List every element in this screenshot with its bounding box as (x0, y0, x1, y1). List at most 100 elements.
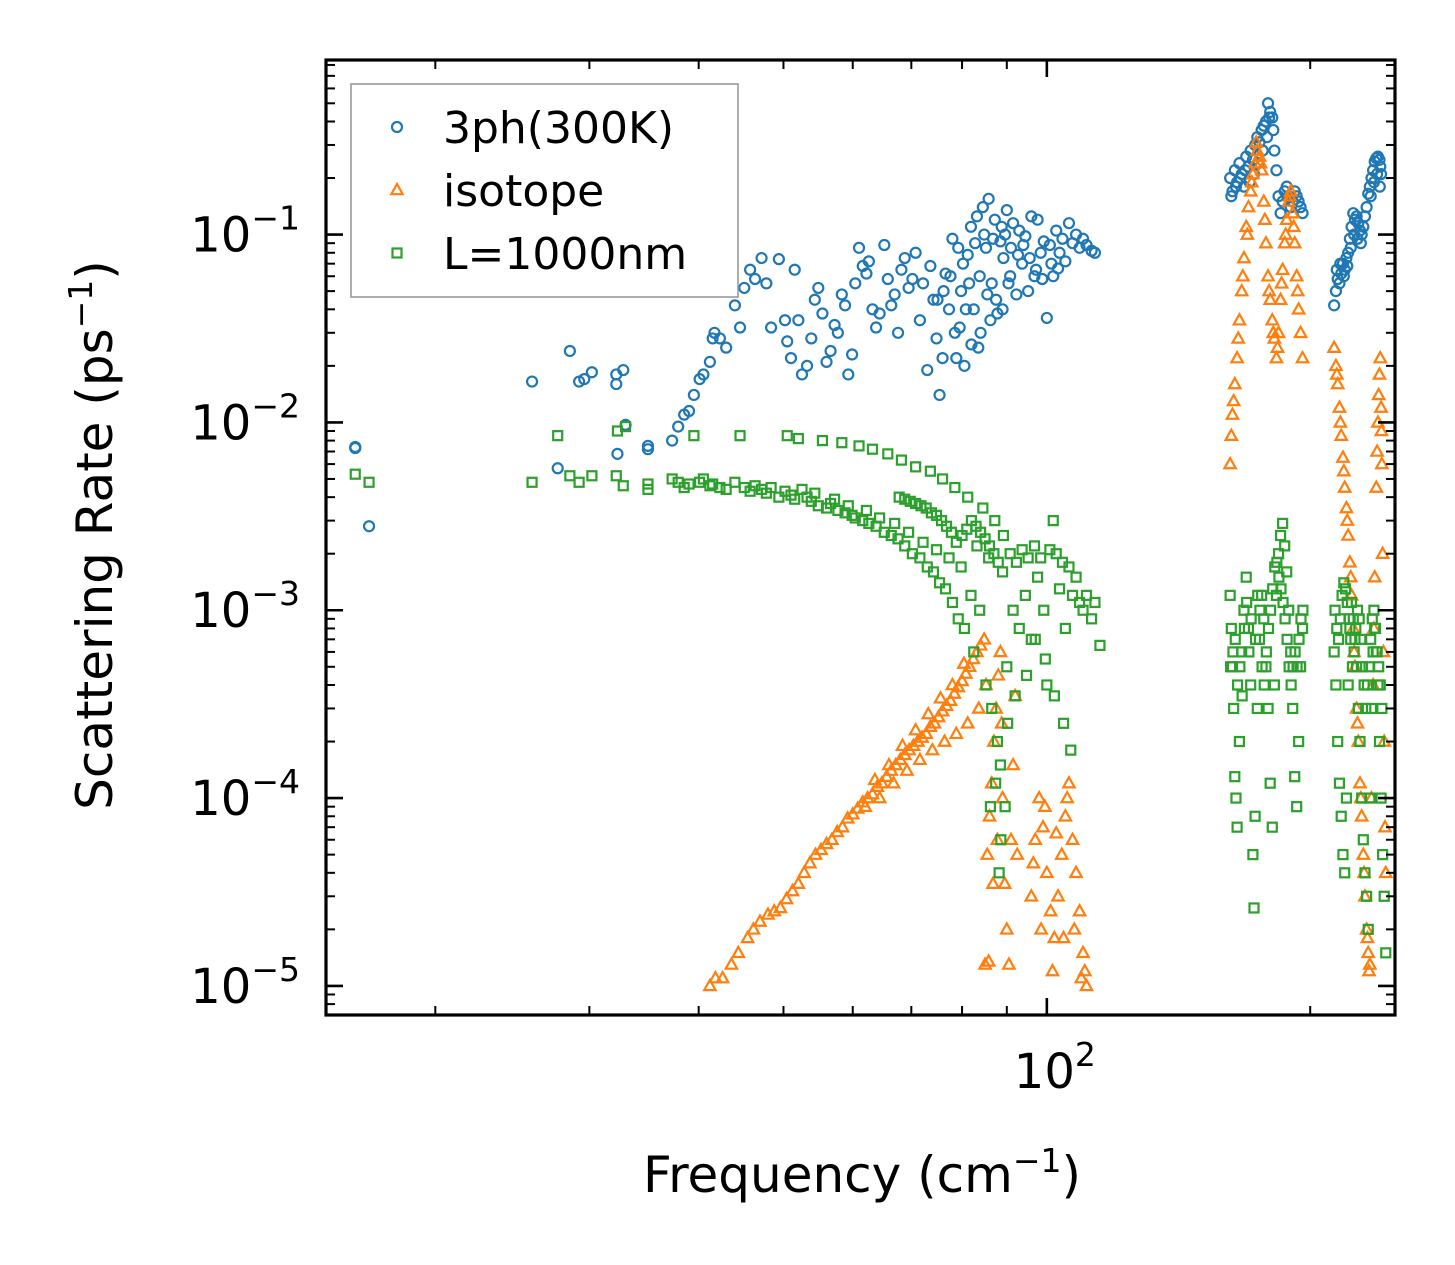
point-triangle (885, 774, 902, 789)
point-triangle (944, 676, 961, 691)
point-triangle (860, 789, 876, 804)
point-circle (959, 303, 972, 316)
point-triangle (1367, 568, 1383, 583)
point-triangle (999, 921, 1015, 935)
point-square (1341, 596, 1353, 609)
point-square (1338, 577, 1350, 589)
point-triangle (1355, 846, 1371, 860)
point-circle (1062, 217, 1076, 230)
y-tick-label: 10−2 (190, 386, 300, 451)
point-square (1274, 529, 1287, 542)
point-triangle (1005, 756, 1021, 771)
point-square (949, 481, 961, 494)
point-square (984, 801, 997, 813)
point-square (1225, 622, 1237, 635)
point-triangle (1278, 226, 1294, 240)
point-circle (778, 314, 792, 327)
point-triangle (1339, 512, 1355, 526)
point-triangle (1229, 349, 1245, 364)
point-triangle (958, 665, 974, 679)
legend-label: 3ph(300K) (443, 103, 674, 154)
point-circle (1004, 241, 1018, 254)
legend-marker-square (391, 247, 403, 259)
point-circle (895, 263, 908, 276)
point-square (1059, 622, 1071, 635)
point-square (1339, 583, 1352, 595)
point-square (1234, 661, 1246, 673)
point-square (1271, 556, 1283, 568)
point-circle (970, 210, 984, 223)
point-square (961, 523, 973, 535)
series-2 (702, 134, 1394, 992)
point-circle (852, 241, 866, 254)
point-circle (1029, 263, 1043, 276)
point-triangle (1078, 977, 1095, 992)
point-circle (1341, 259, 1354, 273)
point-square (993, 867, 1005, 879)
point-square (552, 430, 564, 442)
point-circle (885, 299, 898, 312)
point-circle (944, 270, 957, 283)
point-triangle (752, 913, 768, 927)
point-triangle (1044, 962, 1061, 977)
point-square (1335, 810, 1347, 822)
point-square (781, 430, 793, 442)
point-square (1275, 583, 1287, 595)
point-triangle (1293, 324, 1309, 339)
point-square (939, 583, 952, 595)
point-square (1004, 548, 1016, 560)
point-circle (784, 351, 798, 365)
point-circle (578, 373, 591, 386)
point-square (1345, 633, 1357, 645)
point-triangle (1268, 349, 1285, 364)
legend-box (350, 83, 739, 298)
point-square (1377, 849, 1389, 861)
point-square (1360, 702, 1372, 715)
point-circle (913, 314, 927, 327)
point-circle (1059, 255, 1072, 268)
point-square (1247, 849, 1259, 861)
point-triangle (1274, 275, 1290, 289)
point-triangle (1371, 366, 1388, 380)
point-circle (985, 277, 998, 290)
point-square (1020, 669, 1033, 681)
point-square (968, 646, 980, 658)
point-square (1094, 639, 1106, 651)
point-square (1233, 735, 1246, 748)
point-triangle (910, 733, 926, 747)
point-square (995, 834, 1007, 846)
point-circle (585, 366, 598, 379)
point-square (1227, 646, 1239, 658)
point-circle (1006, 217, 1020, 230)
point-triangle (1003, 831, 1019, 846)
point-circle (1330, 263, 1343, 276)
point-circle (878, 238, 891, 252)
point-circle (988, 213, 1001, 226)
point-square (1289, 646, 1301, 658)
point-circle (765, 321, 778, 334)
point-triangle (1059, 789, 1075, 804)
point-circle (1350, 210, 1363, 223)
point-circle (728, 299, 741, 312)
point-circle (805, 332, 818, 345)
point-square (1357, 834, 1369, 846)
point-square (882, 448, 894, 460)
point-square (1291, 801, 1303, 813)
point-circle (816, 307, 829, 320)
point-triangle (1354, 808, 1370, 822)
point-square (1293, 735, 1305, 748)
point-circle (1011, 248, 1025, 261)
point-triangle (1037, 798, 1053, 812)
point-square (946, 596, 959, 609)
point-square (962, 491, 974, 503)
point-circle (969, 237, 982, 250)
point-circle (1051, 262, 1065, 275)
point-square (1356, 661, 1369, 673)
point-circle (1364, 190, 1377, 203)
point-square (573, 476, 585, 488)
point-triangle (1239, 226, 1255, 240)
point-triangle (920, 705, 936, 720)
point-triangle (997, 875, 1013, 890)
point-square (1369, 622, 1382, 635)
point-square (1264, 777, 1276, 789)
